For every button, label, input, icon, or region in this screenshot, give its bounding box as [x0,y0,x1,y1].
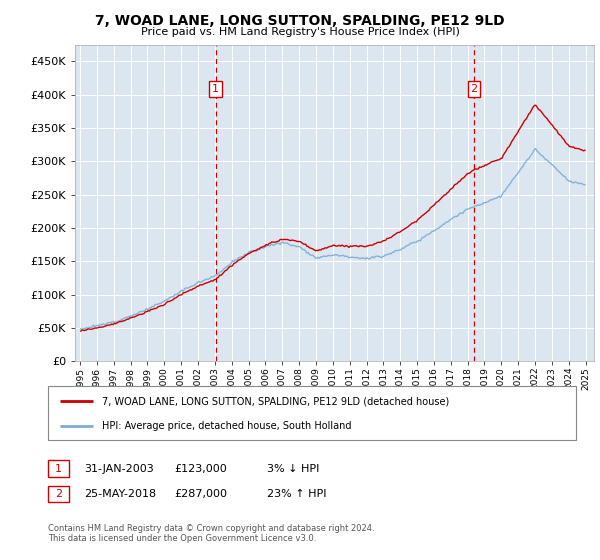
Text: 7, WOAD LANE, LONG SUTTON, SPALDING, PE12 9LD: 7, WOAD LANE, LONG SUTTON, SPALDING, PE1… [95,14,505,28]
Text: 31-JAN-2003: 31-JAN-2003 [84,464,154,474]
Text: HPI: Average price, detached house, South Holland: HPI: Average price, detached house, Sout… [102,421,352,431]
Text: £123,000: £123,000 [174,464,227,474]
Text: 2: 2 [470,84,478,94]
Text: 7, WOAD LANE, LONG SUTTON, SPALDING, PE12 9LD (detached house): 7, WOAD LANE, LONG SUTTON, SPALDING, PE1… [102,396,449,407]
Text: 3% ↓ HPI: 3% ↓ HPI [267,464,319,474]
Text: 2: 2 [55,489,62,499]
Text: Price paid vs. HM Land Registry's House Price Index (HPI): Price paid vs. HM Land Registry's House … [140,27,460,37]
Text: 1: 1 [212,84,219,94]
Text: Contains HM Land Registry data © Crown copyright and database right 2024.
This d: Contains HM Land Registry data © Crown c… [48,524,374,543]
Text: £287,000: £287,000 [174,489,227,499]
Text: 25-MAY-2018: 25-MAY-2018 [84,489,156,499]
Text: 23% ↑ HPI: 23% ↑ HPI [267,489,326,499]
Text: 1: 1 [55,464,62,474]
